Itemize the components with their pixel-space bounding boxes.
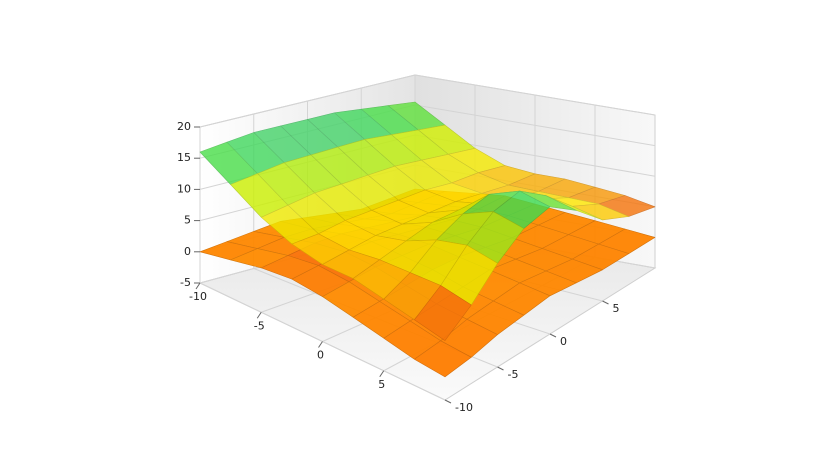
y-tick-label: 0 [560,335,567,348]
tick-mark [256,311,262,319]
y-tick-label: 5 [613,302,620,315]
surfaces [199,101,656,378]
tick-mark [444,399,452,404]
x-tick-label: -10 [189,290,207,303]
tick-mark [497,366,504,371]
z-tick-label: 20 [177,120,191,133]
y-tick-label: -10 [455,401,473,414]
x-tick-label: -5 [254,319,265,332]
tick-mark [602,300,609,305]
x-tick-label: 0 [317,349,324,362]
z-tick-label: -5 [180,276,191,289]
tick-mark [318,341,323,348]
tick-mark [379,370,385,378]
tick-mark [195,282,201,290]
z-tick-label: 0 [184,245,191,258]
tick-mark [549,333,557,338]
surface-cell [414,340,472,378]
y-tick-label: -5 [508,368,519,381]
z-tick-label: 5 [184,214,191,227]
x-tick-label: 5 [378,378,385,391]
surface-cell [414,285,472,341]
z-tick-label: 15 [177,151,191,164]
surface [199,101,656,341]
z-tick-label: 10 [177,182,191,195]
